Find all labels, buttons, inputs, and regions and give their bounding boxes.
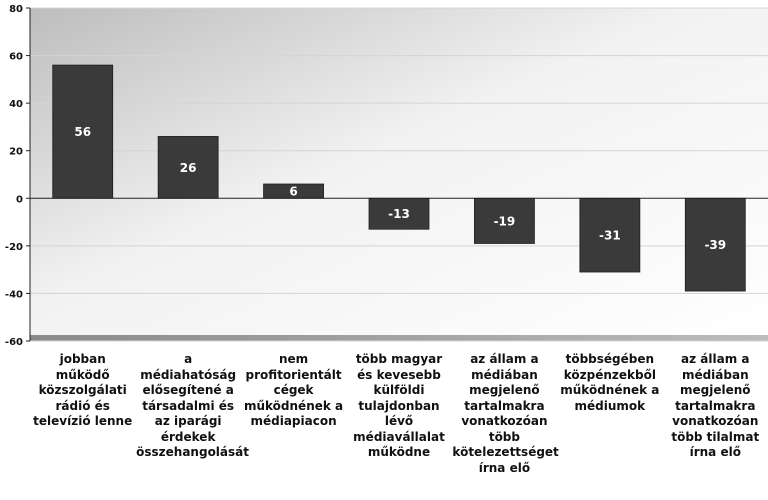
bar (157, 136, 219, 199)
category-label: nem profitorientált cégek működnének a m… (243, 352, 344, 428)
category-label: az állam a médiában megjelenő tartalmakr… (671, 352, 760, 459)
bar (474, 197, 535, 244)
category-label: több magyar és kevesebb külföldi tulajdo… (353, 352, 445, 459)
bar-value-label: -13 (388, 207, 410, 221)
bar (52, 64, 114, 199)
bar-value-label: 26 (180, 161, 197, 175)
y-tick-label: -20 (5, 242, 23, 253)
plot-background (30, 8, 768, 340)
y-tick-label: 20 (9, 147, 23, 158)
bar (579, 197, 641, 273)
y-tick-label: 0 (16, 194, 23, 205)
bar-value-label: 56 (74, 125, 91, 139)
bar-value-label: -39 (704, 238, 726, 252)
category-label: az állam a médiában megjelenő tartalmakr… (452, 352, 559, 475)
bar-value-label: -31 (599, 229, 621, 243)
category-label: többségében közpénzekből működnének a mé… (560, 352, 660, 413)
bar-value-label: -19 (494, 214, 516, 228)
y-tick-label: 40 (9, 99, 23, 110)
bar (368, 197, 430, 230)
y-tick-label: -40 (5, 289, 23, 300)
y-tick-label: 60 (9, 52, 23, 63)
category-label: jobban működő közszolgálati rádió és tel… (33, 352, 133, 428)
category-label: a médiahatóság elősegítené a társadalmi … (136, 352, 249, 459)
y-tick-label: 80 (9, 4, 23, 15)
bar-value-label: 6 (289, 185, 297, 199)
bar (684, 197, 746, 292)
plot-floor (30, 335, 768, 341)
y-tick-label: -60 (5, 337, 23, 348)
